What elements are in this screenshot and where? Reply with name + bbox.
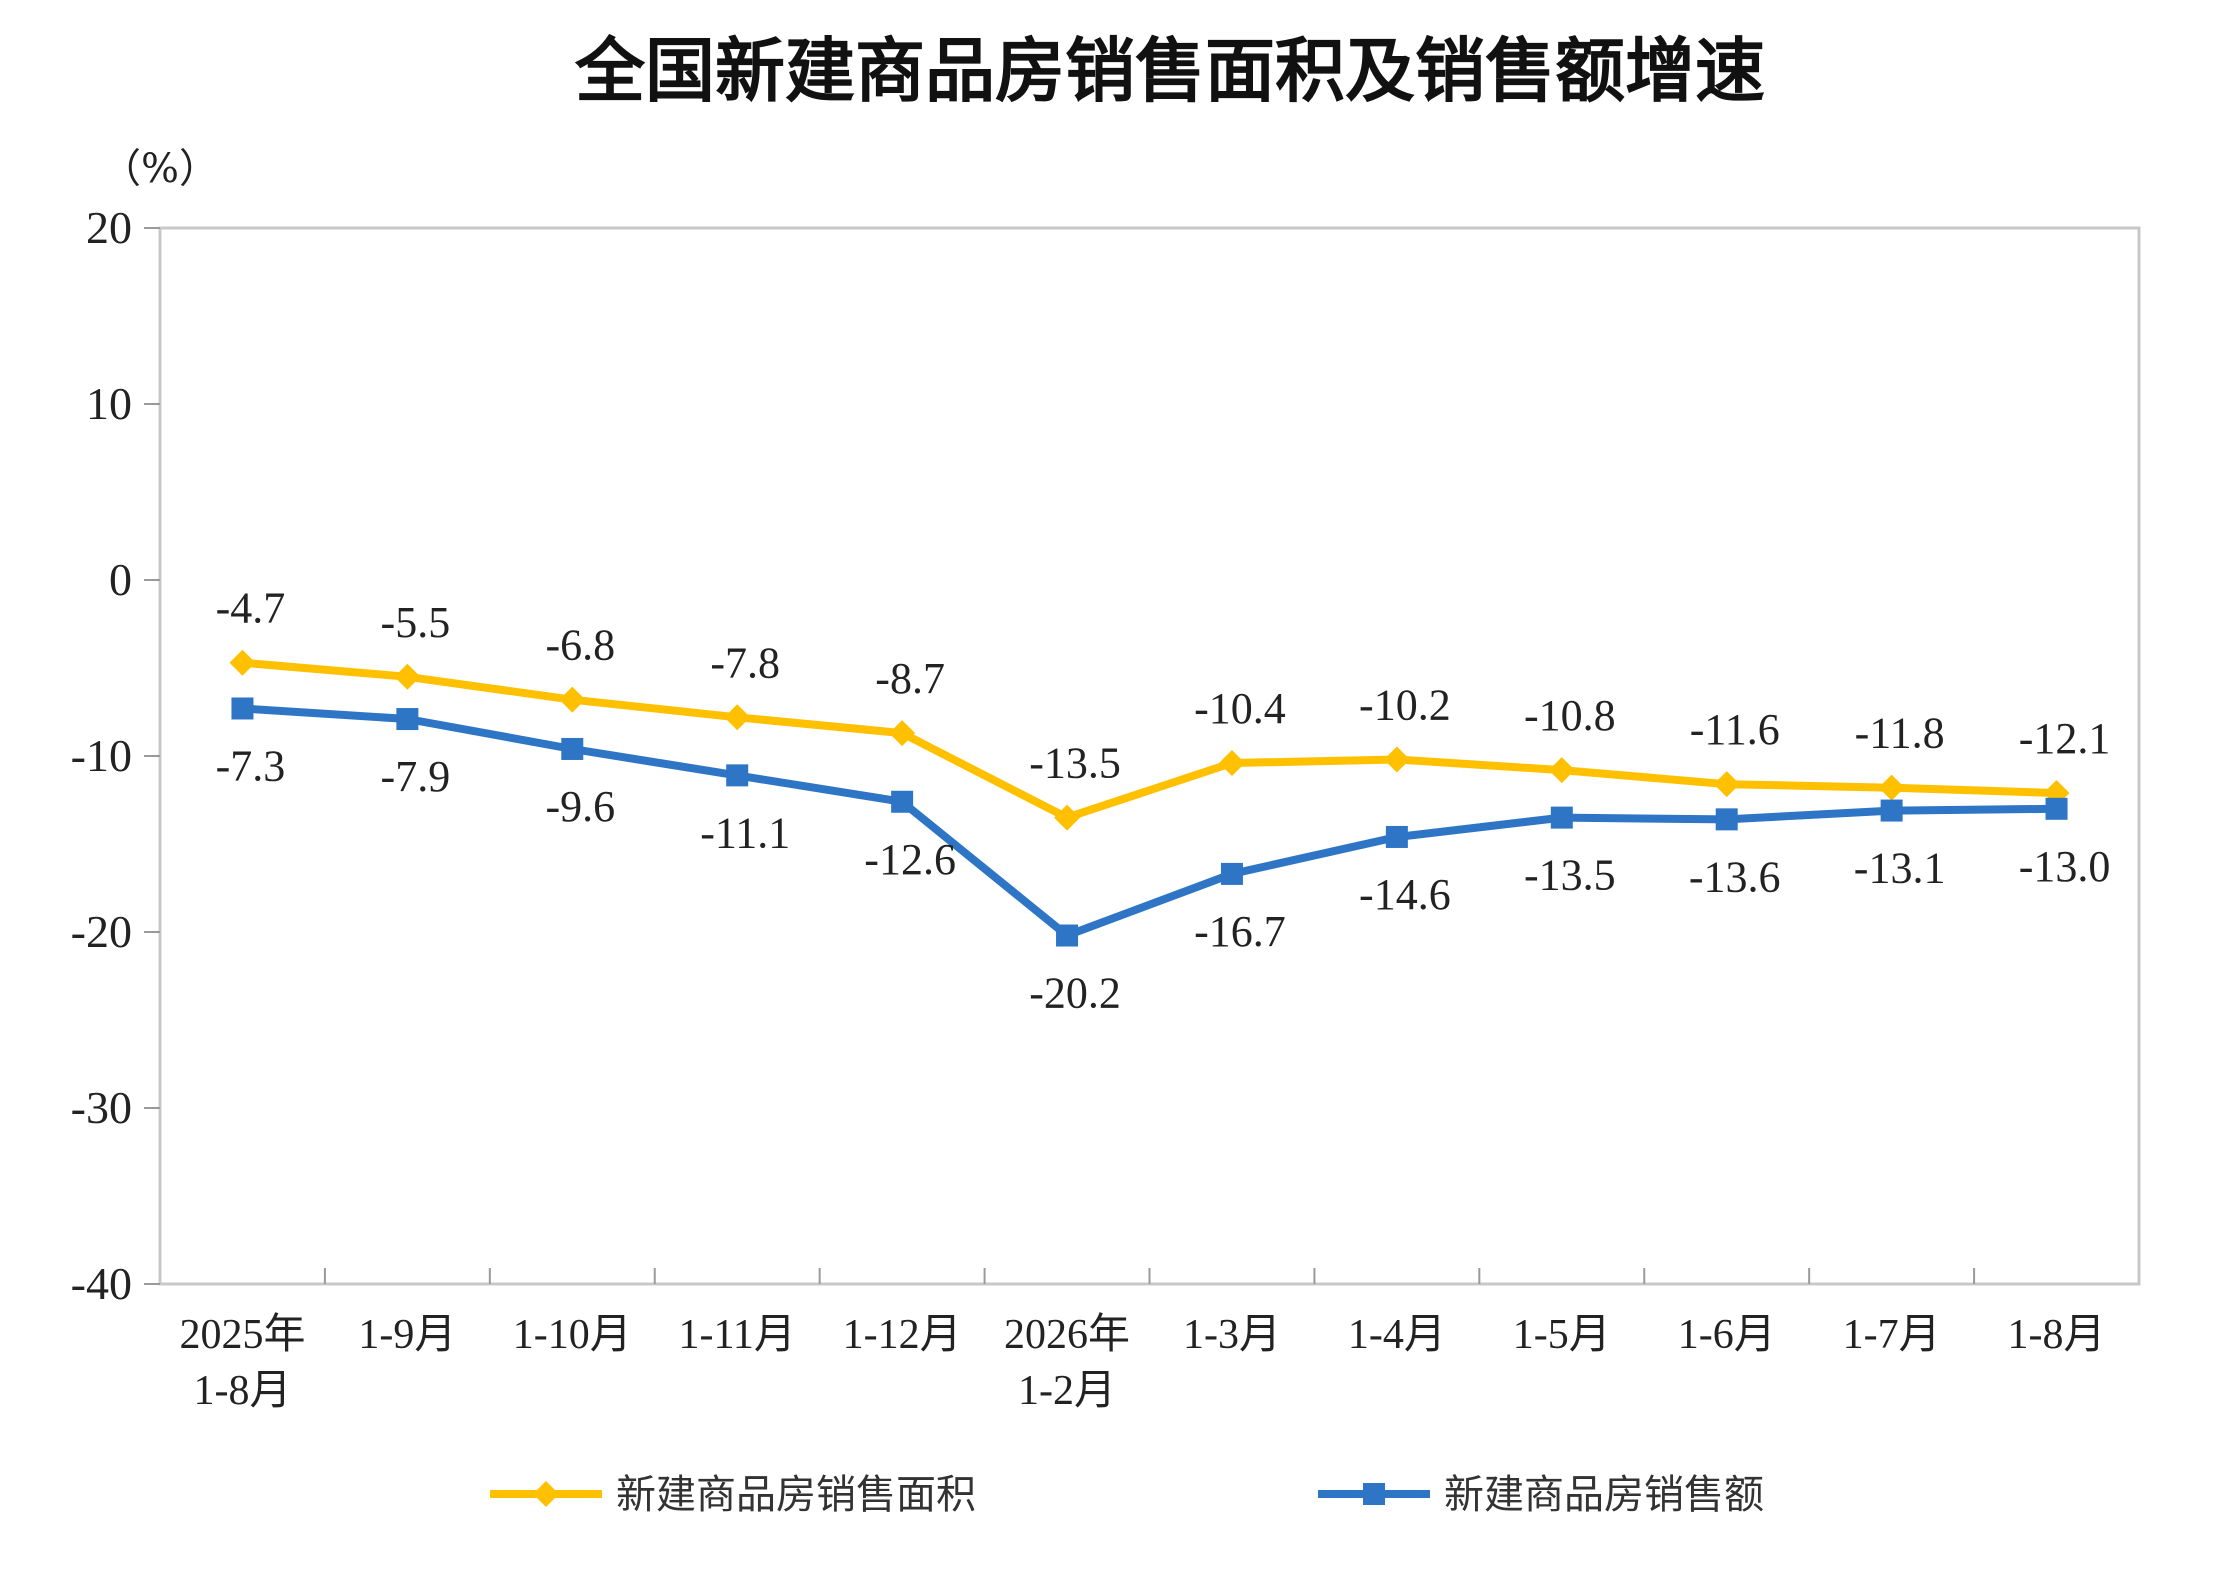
series-point [1054, 804, 1081, 831]
x-tick-label-line: 1-6月 [1678, 1312, 1776, 1358]
x-tick-label-line: 2025年 [179, 1311, 305, 1358]
data-label: -13.6 [1689, 852, 1781, 901]
series-point [891, 790, 914, 813]
x-tick-label-line: 1-7月 [1843, 1312, 1941, 1358]
legend-label: 新建商品房销售面积 [616, 1472, 976, 1518]
legend: 新建商品房销售面积 新建商品房销售额 [490, 1472, 1764, 1518]
x-tick-label: 2025年 1-8月 [179, 1311, 305, 1414]
legend-marker [533, 1481, 559, 1507]
y-tick-label: -20 [71, 906, 132, 957]
axis-layer: 20 10 0 -10 -20 -30 -40 2025年 1-8月 1-9月 1-10月 1-11月… [71, 202, 2106, 1414]
x-tick-label: 1-8月 [2008, 1312, 2106, 1358]
series-point [726, 764, 749, 787]
data-label: -11.8 [1855, 709, 1945, 758]
data-label: -7.8 [710, 638, 780, 687]
data-label: -10.4 [1194, 684, 1286, 733]
series-point [394, 663, 421, 690]
x-tick-label-line: 1-5月 [1513, 1312, 1611, 1358]
data-label: -13.0 [2019, 842, 2111, 891]
x-tick-label-line: 1-4月 [1348, 1312, 1446, 1358]
y-tick-label: 10 [86, 378, 132, 429]
series-point [559, 686, 586, 713]
x-tick-label: 1-10月 [513, 1312, 632, 1358]
x-tick-label-line: 1-11月 [678, 1312, 795, 1358]
data-label: -14.6 [1359, 870, 1451, 919]
data-label: -5.5 [381, 598, 451, 647]
series-point [1385, 825, 1408, 848]
y-tick-label: -10 [71, 730, 132, 781]
x-tick-label-line: 1-10月 [513, 1312, 632, 1358]
data-label: -7.9 [381, 752, 451, 801]
series-point [1880, 799, 1903, 822]
series-point [1056, 924, 1079, 947]
data-label: -13.5 [1524, 851, 1616, 900]
x-tick-label: 1-7月 [1843, 1312, 1941, 1358]
y-axis-unit: （%） [101, 146, 219, 192]
y-tick-label: -30 [71, 1082, 132, 1133]
data-label: -4.7 [216, 584, 286, 633]
series-point [1550, 806, 1573, 829]
x-tick-label: 1-12月 [843, 1312, 962, 1358]
x-tick-label: 2026年 1-2月 [1004, 1311, 1130, 1414]
x-tick-label: 1-5月 [1513, 1312, 1611, 1358]
data-label: -10.2 [1359, 681, 1451, 730]
x-tick-label-line: 1-12月 [843, 1312, 962, 1358]
data-label: -12.6 [864, 835, 956, 884]
x-tick-label: 1-9月 [358, 1312, 456, 1358]
data-label: -10.8 [1524, 691, 1616, 740]
data-label: -11.6 [1690, 705, 1780, 754]
series-line [238, 704, 2061, 940]
series-point [1220, 862, 1243, 885]
data-label: -16.7 [1194, 907, 1286, 956]
series-line [238, 658, 2061, 822]
x-tick-label: 1-3月 [1183, 1312, 1281, 1358]
data-label-layer: -4.7 -5.5 -6.8 -7.8 -8.7 -13.5 -10.4 -10.2 -10.8… [216, 584, 2111, 1018]
x-tick-label-line: 1-8月 [2008, 1312, 2106, 1358]
series-point [229, 649, 256, 676]
legend-label: 新建商品房销售额 [1444, 1472, 1764, 1518]
x-tick-label-line: 1-3月 [1183, 1312, 1281, 1358]
series-point [724, 704, 751, 731]
x-tick-label-line: 2026年 [1004, 1311, 1130, 1358]
series-layer [229, 649, 2070, 947]
data-label: -20.2 [1029, 969, 1121, 1018]
series-point [2045, 797, 2068, 820]
x-tick-label-line: 1-2月 [1018, 1368, 1116, 1414]
data-label: -7.3 [216, 741, 286, 790]
x-tick-label-line: 1-9月 [358, 1312, 456, 1358]
x-tick-label: 1-4月 [1348, 1312, 1446, 1358]
plot-area [158, 226, 2141, 1286]
data-label: -13.1 [1854, 844, 1946, 893]
series-point [231, 697, 254, 720]
data-label: -6.8 [545, 621, 615, 670]
series-point [1713, 771, 1740, 798]
data-label: -9.6 [545, 782, 615, 831]
data-label: -13.5 [1029, 739, 1121, 788]
data-label: -11.1 [700, 808, 790, 857]
series-point [1548, 757, 1575, 784]
legend-marker [1363, 1483, 1385, 1505]
y-tick-label: 20 [86, 202, 132, 253]
series-point [1218, 750, 1245, 777]
x-tick-label: 1-11月 [678, 1312, 795, 1358]
y-tick-label: 0 [109, 554, 132, 605]
chart-title: 全国新建商品房销售面积及销售额增速 [574, 30, 1765, 112]
series-point [396, 708, 419, 731]
x-tick-label-line: 1-8月 [193, 1368, 291, 1414]
series-point [1715, 808, 1738, 831]
data-label: -12.1 [2019, 714, 2111, 763]
data-label: -8.7 [875, 654, 945, 703]
x-tick-label: 1-6月 [1678, 1312, 1776, 1358]
series-point [1383, 746, 1410, 773]
series-point [561, 737, 584, 760]
series-point [1878, 774, 1905, 801]
y-tick-label: -40 [71, 1258, 132, 1309]
series-point [889, 720, 916, 747]
